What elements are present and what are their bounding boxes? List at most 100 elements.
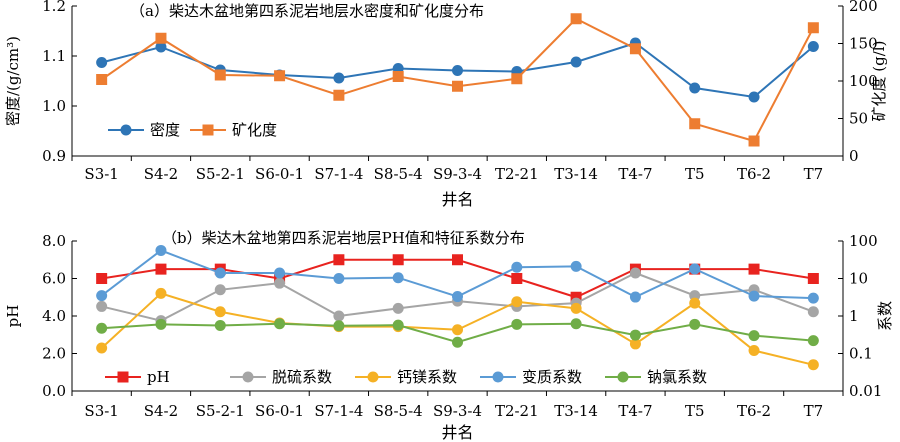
x-tick-label: T7	[804, 165, 824, 183]
series-5	[96, 318, 819, 348]
x-tick-label: S8-5-4	[374, 165, 423, 183]
x-tick-label: T3-14	[554, 402, 598, 420]
x-tick-label: S9-3-4	[433, 402, 482, 420]
x-tick-label: T5	[685, 165, 705, 183]
data-point	[748, 290, 760, 302]
y-axis-label-left: pH	[4, 305, 22, 328]
x-tick-label: S3-1	[84, 402, 118, 420]
y-tick-label-right: 100	[849, 232, 878, 250]
y-tick-label-left: 1.2	[42, 0, 66, 15]
data-point	[333, 72, 345, 84]
x-tick-label: S9-3-4	[433, 165, 482, 183]
y-tick-label-right: 200	[849, 0, 878, 15]
data-point	[689, 297, 701, 309]
data-point	[452, 80, 463, 92]
x-tick-label: T2-21	[495, 402, 539, 420]
y-tick-label-left: 6.0	[42, 270, 66, 288]
data-point	[511, 261, 523, 273]
data-point	[452, 291, 463, 303]
y-tick-label-left: 8.0	[42, 232, 66, 250]
legend-marker	[202, 124, 214, 136]
legend: 密度 矿化度	[108, 121, 277, 139]
data-point	[274, 318, 286, 330]
x-tick-label: S6-0-1	[255, 165, 304, 183]
data-point	[214, 69, 226, 81]
y-tick-label-right: 1	[849, 307, 859, 325]
data-point	[748, 330, 760, 342]
data-point	[96, 273, 108, 284]
legend-label: pH	[147, 368, 170, 386]
x-tick-label: S6-0-1	[255, 402, 304, 420]
data-point	[511, 318, 523, 330]
x-tick-label: S3-1	[84, 165, 118, 183]
data-point	[570, 318, 582, 330]
data-point	[333, 89, 345, 101]
data-point	[392, 272, 404, 284]
x-tick-label: T7	[804, 402, 824, 420]
y-tick-label-left: 4.0	[42, 307, 66, 325]
legend-marker	[120, 124, 132, 136]
y-tick-label-right: 0	[849, 147, 859, 165]
series-2	[96, 13, 819, 147]
data-point	[807, 22, 819, 34]
x-tick-label: T4-7	[618, 402, 652, 420]
legend-label: 钠氯系数	[647, 368, 707, 386]
x-tick-label: S4-2	[144, 402, 178, 420]
chart-panel-a: 0.9 1.0 1.1 1.2 0 50 100 150 200 S3-1 S4-2 S5-2-1 S6…	[4, 0, 888, 209]
data-point	[570, 56, 582, 68]
y-tick-label-right: 0.01	[849, 382, 882, 400]
data-point	[748, 135, 760, 147]
data-point	[333, 254, 345, 266]
data-point	[689, 82, 701, 94]
legend-marker	[617, 371, 629, 383]
x-tick-label: T6-2	[737, 165, 771, 183]
data-point	[629, 267, 641, 279]
x-tick-label: T4-7	[618, 165, 652, 183]
data-point	[689, 290, 701, 302]
data-point	[155, 41, 167, 53]
data-point	[452, 336, 463, 348]
x-tick-label: S8-5-4	[374, 402, 423, 420]
x-tick-label: T6-2	[737, 402, 771, 420]
x-tick-label: S5-2-1	[196, 402, 245, 420]
legend-label: 变质系数	[522, 368, 582, 386]
x-tick-label: S7-1-4	[314, 165, 363, 183]
data-point	[807, 273, 819, 284]
data-point	[570, 291, 582, 303]
data-point	[96, 300, 108, 312]
y-tick-label-right: 10	[849, 270, 868, 288]
x-tick-label: T3-14	[554, 165, 598, 183]
data-point	[155, 263, 167, 275]
data-point	[748, 263, 760, 275]
y-tick-label-right: 50	[849, 110, 868, 128]
y-tick-label-left: 1.1	[42, 47, 66, 65]
data-point	[570, 302, 582, 314]
legend-marker	[117, 371, 129, 383]
x-tick-label: T2-21	[495, 165, 539, 183]
y-axis-label-right: 系数	[876, 301, 894, 331]
chart-panel-b: 0.0 2.0 4.0 6.0 8.0 0.01 0.1 1 10 100 S3-1 S4-2 S5-2…	[4, 229, 894, 442]
data-point	[155, 244, 167, 256]
data-point	[333, 273, 345, 284]
data-point	[155, 318, 167, 330]
data-point	[392, 319, 404, 331]
y-tick-label-left: 1.0	[42, 97, 66, 115]
data-point	[96, 74, 108, 85]
data-point	[333, 320, 345, 332]
data-point	[629, 338, 641, 350]
y-tick-label-left: 0.9	[42, 147, 66, 165]
y-axis-label-right: 矿化度 (g/l)	[870, 41, 888, 122]
y-tick-label-right: 100	[849, 72, 878, 90]
data-point	[155, 287, 167, 299]
data-point	[748, 345, 760, 357]
data-point	[214, 306, 226, 318]
legend-marker	[242, 371, 254, 383]
data-point	[807, 335, 819, 347]
series-4	[96, 244, 819, 304]
data-point	[748, 91, 760, 103]
data-point	[689, 263, 701, 275]
data-point	[511, 296, 523, 308]
data-point	[689, 318, 701, 330]
data-point	[570, 260, 582, 272]
